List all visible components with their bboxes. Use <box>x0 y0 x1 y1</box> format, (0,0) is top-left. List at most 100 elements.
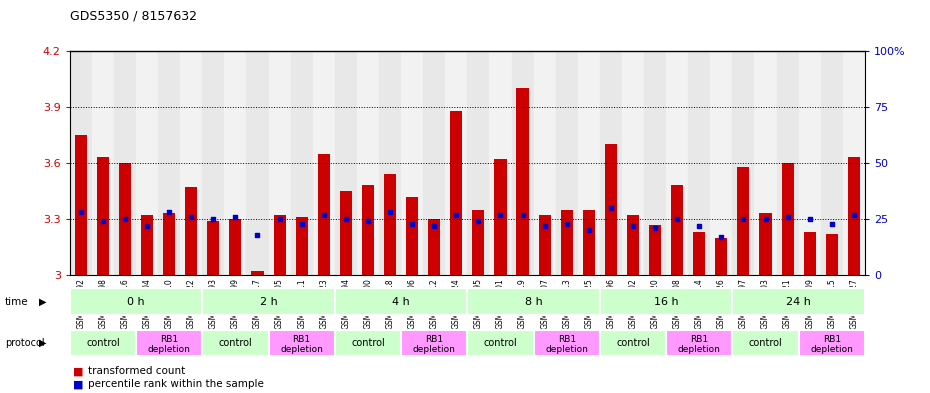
Text: ▶: ▶ <box>39 297 46 307</box>
Point <box>846 211 861 218</box>
Bar <box>450 111 462 275</box>
Bar <box>224 51 246 275</box>
Bar <box>203 288 335 315</box>
Bar <box>113 51 136 275</box>
Bar <box>384 174 396 275</box>
Bar <box>70 288 202 315</box>
Bar <box>406 196 419 275</box>
Bar <box>622 51 644 275</box>
Bar <box>467 51 489 275</box>
Text: RB1: RB1 <box>293 335 311 344</box>
Bar <box>136 51 158 275</box>
Point <box>117 216 132 222</box>
Bar <box>401 51 423 275</box>
Bar <box>781 163 793 275</box>
Text: RB1: RB1 <box>160 335 179 344</box>
Text: depletion: depletion <box>413 345 456 354</box>
Point <box>405 220 419 227</box>
Point <box>96 218 111 224</box>
Text: control: control <box>351 338 385 348</box>
Bar <box>715 238 727 275</box>
Point <box>670 216 684 222</box>
Bar <box>711 51 732 275</box>
Bar <box>848 158 860 275</box>
Bar <box>269 330 335 356</box>
Bar <box>760 213 772 275</box>
Point <box>73 209 88 215</box>
Text: RB1: RB1 <box>823 335 841 344</box>
Bar <box>339 191 352 275</box>
Bar <box>428 219 440 275</box>
Bar <box>600 330 666 356</box>
Bar <box>230 219 242 275</box>
Point <box>604 205 618 211</box>
Bar <box>269 51 290 275</box>
Point <box>162 209 177 215</box>
Bar <box>467 288 600 315</box>
Bar <box>163 213 175 275</box>
Point <box>250 231 265 238</box>
Bar <box>141 215 153 275</box>
Bar <box>804 232 816 275</box>
Bar <box>202 51 224 275</box>
Text: 16 h: 16 h <box>654 297 678 307</box>
Point <box>581 227 596 233</box>
Point <box>780 214 795 220</box>
Text: RB1: RB1 <box>425 335 444 344</box>
Bar <box>733 330 799 356</box>
Text: percentile rank within the sample: percentile rank within the sample <box>88 379 264 389</box>
Bar <box>578 51 600 275</box>
Point <box>471 218 485 224</box>
Point <box>449 211 464 218</box>
Bar <box>423 51 445 275</box>
Text: depletion: depletion <box>545 345 588 354</box>
Point <box>206 216 220 222</box>
Bar <box>379 51 401 275</box>
Bar <box>538 215 551 275</box>
Point <box>626 223 641 229</box>
Bar <box>649 225 661 275</box>
Point <box>228 214 243 220</box>
Bar <box>754 51 777 275</box>
Text: control: control <box>484 338 517 348</box>
Text: GDS5350 / 8157632: GDS5350 / 8157632 <box>70 10 197 23</box>
Bar <box>207 221 219 275</box>
Point <box>714 234 729 240</box>
Bar <box>534 51 555 275</box>
Point <box>382 209 397 215</box>
Text: ▶: ▶ <box>39 338 46 348</box>
Point <box>824 220 839 227</box>
Point <box>515 211 530 218</box>
Text: time: time <box>5 297 28 307</box>
Bar <box>70 330 136 356</box>
Bar <box>733 288 865 315</box>
Bar <box>290 51 312 275</box>
Bar <box>627 215 639 275</box>
Bar <box>180 51 202 275</box>
Bar <box>561 210 573 275</box>
Text: depletion: depletion <box>678 345 721 354</box>
Bar <box>600 288 733 315</box>
Bar <box>92 51 113 275</box>
Point <box>647 225 662 231</box>
Bar <box>203 330 269 356</box>
Text: transformed count: transformed count <box>88 366 186 376</box>
Point <box>493 211 508 218</box>
Bar <box>843 51 865 275</box>
Bar <box>246 51 269 275</box>
Bar <box>799 51 820 275</box>
Bar <box>185 187 197 275</box>
Point <box>803 216 817 222</box>
Text: 0 h: 0 h <box>127 297 145 307</box>
Bar <box>472 210 485 275</box>
Bar <box>401 330 467 356</box>
Text: control: control <box>219 338 252 348</box>
Point <box>294 220 309 227</box>
Bar <box>158 51 180 275</box>
Text: RB1: RB1 <box>558 335 576 344</box>
Bar <box>74 135 86 275</box>
Text: 8 h: 8 h <box>525 297 542 307</box>
Text: depletion: depletion <box>148 345 191 354</box>
Bar <box>666 330 733 356</box>
Bar <box>357 51 379 275</box>
